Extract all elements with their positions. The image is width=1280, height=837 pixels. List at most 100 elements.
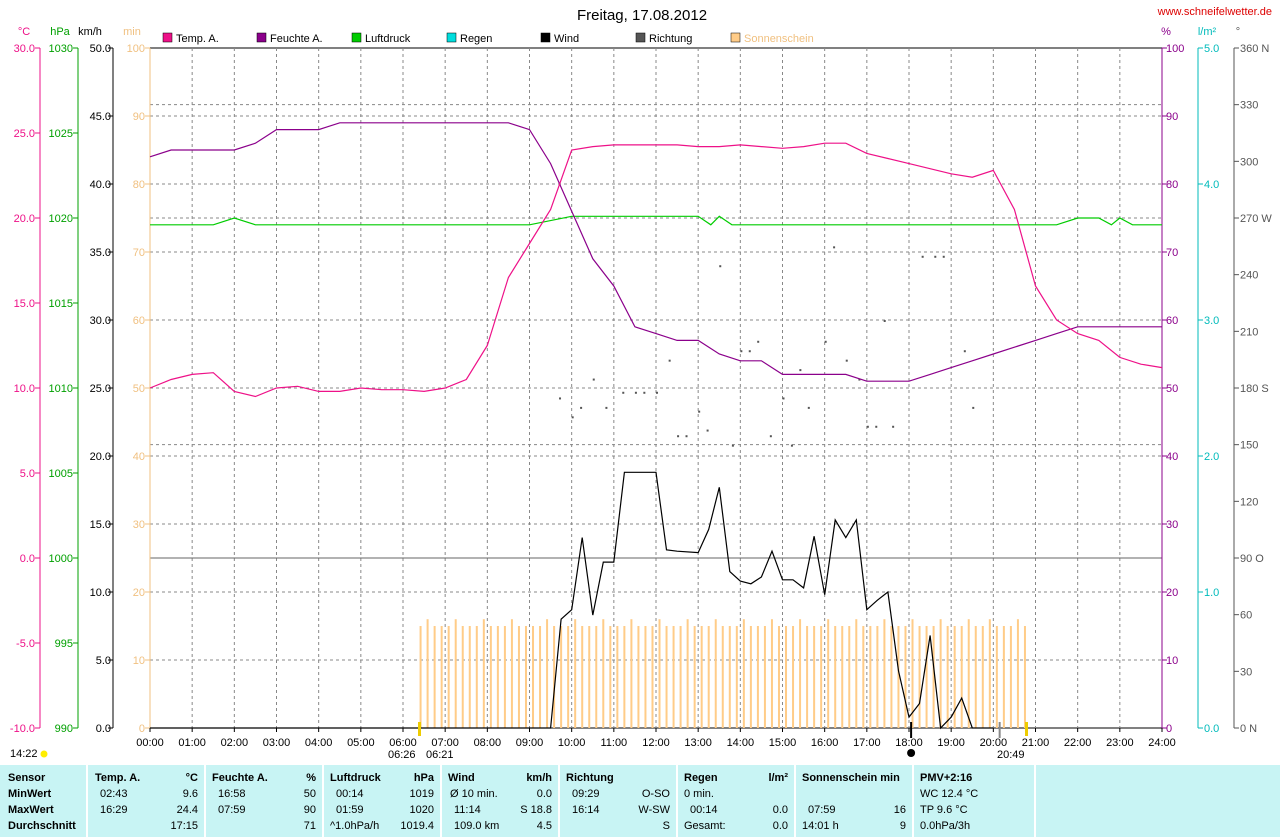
sunshine-bar	[546, 619, 549, 728]
sunshine-bar	[524, 626, 527, 728]
sunshine-bar	[735, 626, 738, 728]
axis-tick-label: 30.0	[14, 43, 35, 55]
sunshine-bar	[503, 626, 506, 728]
unit-label: km/h	[78, 26, 102, 38]
weather-chart: Freitag, 17.08.2012 www.schneifelwetter.…	[9, 6, 1273, 761]
sunshine-bar	[876, 626, 879, 728]
x-tick-label: 06:00	[389, 737, 417, 749]
sunshine-bar	[693, 626, 696, 728]
axis-tick-label: 60	[133, 315, 145, 327]
axis-tick-label: 70	[1166, 247, 1178, 259]
sunshine-bar	[834, 626, 837, 728]
pressure-line	[150, 215, 1162, 226]
pmv-windchill: WC 12.4 °C	[920, 788, 979, 800]
axis-tick-label: 1030	[49, 43, 73, 55]
humidity-column: Feuchte A. % 16:58 50 07:59 90 71	[206, 765, 322, 837]
x-tick-label: 13:00	[684, 737, 712, 749]
temp-column: Temp. A. °C 02:43 9.6 16:29 24.4 17:15	[88, 765, 204, 837]
sun-icon	[40, 750, 48, 758]
legend-label: Richtung	[649, 33, 692, 45]
axis-tick-label: 1000	[49, 553, 73, 565]
sunshine-bar	[855, 619, 858, 728]
x-tick-label: 17:00	[853, 737, 881, 749]
x-tick-label: 19:00	[937, 737, 965, 749]
unit-label: °	[1236, 26, 1240, 38]
temp-unit: °C	[185, 772, 198, 784]
sunshine-bar	[567, 626, 570, 728]
temp-max-value: 24.4	[176, 804, 198, 816]
sunshine-total: 14:01 h	[802, 820, 839, 832]
direction-point	[845, 359, 848, 362]
unit-label: hPa	[50, 26, 70, 38]
legend: Temp. A. Feuchte A. Luftdruck Regen Wind Rich…	[162, 32, 814, 45]
x-tick-label: 11:00	[600, 737, 627, 749]
axis-tick-label: 60	[1240, 610, 1252, 622]
sunshine-bar	[981, 626, 984, 728]
x-tick-label: 10:00	[558, 737, 586, 749]
direction-point	[706, 429, 709, 432]
x-tick-label: 12:00	[642, 737, 670, 749]
x-tick-label: 03:00	[263, 737, 291, 749]
axis-tick-label: 40.0	[90, 179, 111, 191]
axis-tick-label: 360 N	[1240, 43, 1269, 55]
axis-tick-label: 20.0	[90, 451, 111, 463]
direction-point	[622, 391, 625, 394]
sunshine-bar	[510, 619, 513, 728]
sunshine-bar	[806, 626, 809, 728]
axis-tick-label: 0.0	[96, 723, 111, 735]
axis-tick-label: 100	[1166, 43, 1184, 55]
unit-label: %	[1161, 26, 1171, 38]
axis-tick-label: 300	[1240, 156, 1258, 168]
website-link[interactable]: www.schneifelwetter.de	[1157, 6, 1272, 18]
sunshine-bar	[602, 619, 605, 728]
direction-avg: S	[662, 820, 670, 832]
markers: 14:22 06:26 06:21 20:49	[10, 722, 1028, 761]
sunshine-column: Sonnenschein min 07:59 16 14:01 h 9	[796, 765, 912, 837]
axis-tick-label: 90	[1166, 111, 1178, 123]
wind-min-label: Ø 10 min.	[450, 788, 498, 800]
axis-tick-label: 20.0	[14, 213, 35, 225]
x-tick-label: 24:00	[1148, 737, 1176, 749]
wind-distance: 109.0 km	[454, 820, 500, 832]
axis-tick-label: 240	[1240, 270, 1258, 282]
direction-point	[757, 340, 760, 343]
direction-max-value: W-SW	[638, 804, 670, 816]
axis-units: °C hPa km/h min% l/m² °	[18, 26, 1240, 38]
rain-header: Regen	[684, 772, 718, 784]
axis-tick-label: 0.0	[1204, 723, 1219, 735]
sunshine-bar	[820, 626, 823, 728]
legend-swatch	[730, 32, 741, 43]
sunshine-bar	[763, 626, 766, 728]
direction-point	[677, 435, 680, 438]
sunshine-header: Sonnenschein min	[802, 772, 900, 784]
legend-swatch	[162, 32, 173, 43]
pressure-column: Luftdruck hPa 00:14 1019 01:59 1020 ^1.0…	[324, 765, 440, 837]
x-tick-label: 14:00	[727, 737, 755, 749]
direction-point	[656, 391, 658, 394]
axis-tick-label: 10	[1166, 655, 1178, 667]
direction-header: Richtung	[566, 772, 614, 784]
axis-tick-label: 80	[1166, 179, 1178, 191]
axis-tick-label: 45.0	[90, 111, 111, 123]
sunshine-max-time: 07:59	[808, 804, 836, 816]
axis-tick-label: 50	[1166, 383, 1178, 395]
legend-swatch	[540, 32, 551, 43]
pressure-avg: 1019.4	[400, 820, 434, 832]
sunshine-bar	[475, 626, 478, 728]
unit-label: °C	[18, 26, 30, 38]
axis-tick-label: 5.0	[96, 655, 111, 667]
legend-swatch	[256, 32, 267, 43]
axis-tick-label: 990	[55, 723, 73, 735]
sunshine-bar	[813, 626, 816, 728]
x-tick-label: 04:00	[305, 737, 333, 749]
axis-tick-label: 15.0	[90, 519, 111, 531]
direction-point	[698, 410, 701, 413]
sunshine-bar	[595, 626, 598, 728]
direction-point	[668, 359, 671, 362]
direction-point	[790, 444, 793, 447]
sunshine-bar	[848, 626, 851, 728]
temp-avg: 17:15	[170, 820, 198, 832]
sunshine-bar	[770, 619, 773, 728]
sunshine-bar	[967, 619, 970, 728]
x-tick-label: 05:00	[347, 737, 375, 749]
